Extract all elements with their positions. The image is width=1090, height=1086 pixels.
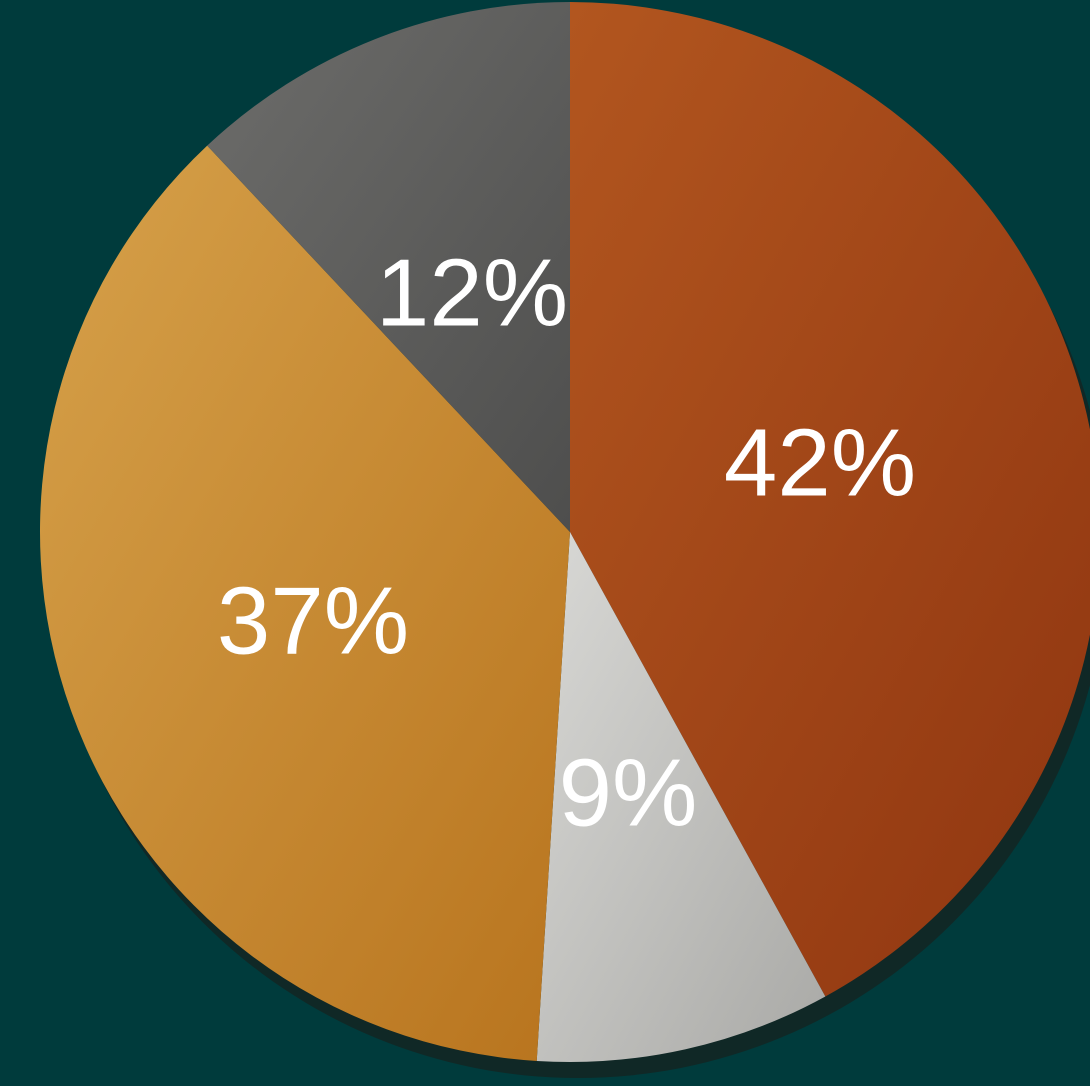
pie-slice-label: 42% xyxy=(724,409,916,516)
pie-slice-37 xyxy=(39,145,571,1061)
pie-slice-label: 37% xyxy=(217,567,409,674)
pie-slice-label: 12% xyxy=(376,239,568,346)
pie-slice-9 xyxy=(536,532,826,1062)
pie-slice-12 xyxy=(207,2,570,532)
pie-slice-42 xyxy=(570,2,1090,997)
pie-slices xyxy=(39,2,1090,1062)
pie-labels: 42% 9% 37% 12% xyxy=(217,239,916,846)
pie-slice-label: 9% xyxy=(559,739,698,846)
